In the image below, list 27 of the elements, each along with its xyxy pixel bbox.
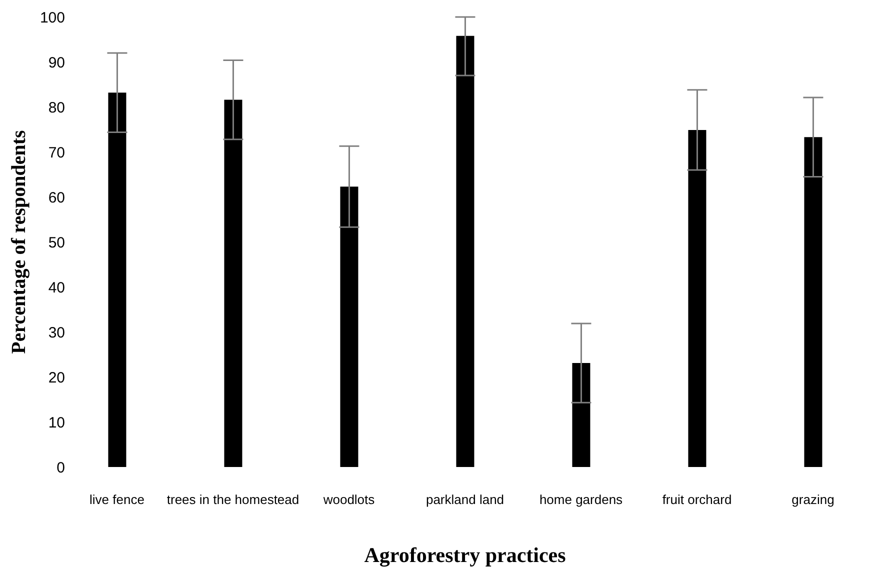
y-tick-label: 20 <box>48 369 65 386</box>
bar <box>572 363 590 467</box>
x-tick-label: parkland land <box>426 492 504 508</box>
x-tick-label: trees in the homestead <box>166 492 300 508</box>
x-axis-title: Agroforestry practices <box>364 543 566 567</box>
bar <box>108 92 126 467</box>
y-tick-label: 90 <box>48 54 65 72</box>
y-tick-label: 40 <box>48 279 65 296</box>
y-tick-label: 70 <box>48 144 65 162</box>
y-tick-label: 30 <box>48 324 65 342</box>
bar <box>456 36 474 467</box>
x-tick-label: fruit orchard <box>662 492 732 508</box>
y-tick-label: 50 <box>48 234 65 252</box>
y-axis-title: Percentage of respondents <box>8 130 30 354</box>
bar <box>688 130 706 467</box>
bar <box>340 186 358 467</box>
bar <box>224 100 242 467</box>
x-tick-label: woodlots <box>322 492 376 508</box>
x-tick-label: grazing <box>792 492 834 508</box>
y-tick-label: 100 <box>40 9 65 26</box>
y-tick-label: 60 <box>48 189 65 206</box>
x-tick-label: home gardens <box>539 492 624 508</box>
bar <box>804 137 822 467</box>
x-tick-label: live fence <box>90 492 144 508</box>
y-tick-label: 80 <box>48 99 65 116</box>
y-tick-label: 10 <box>48 414 65 432</box>
y-tick-label: 0 <box>56 459 65 476</box>
